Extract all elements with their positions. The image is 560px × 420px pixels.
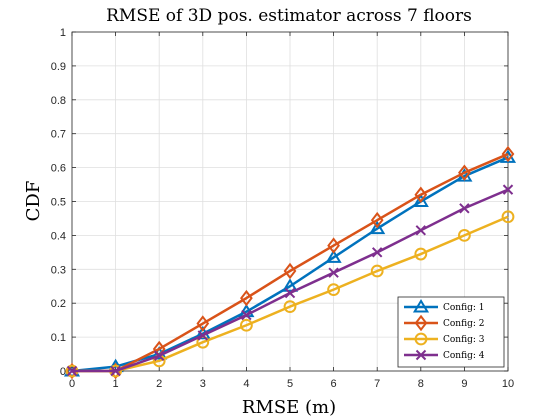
data-point (284, 287, 296, 299)
legend-label: Config: 2 (443, 319, 484, 329)
data-point (458, 164, 471, 181)
series-line (71, 156, 509, 373)
series-group (63, 145, 517, 380)
axis-ticks: 0 1 2 3 4 5 6 7 8 9 10 0 0.1 0.2 0.3 0.4 0.5 0.6 0.7 0.8 0.9… (51, 27, 514, 390)
x-tick-label: 5 (287, 378, 293, 390)
x-tick-label: 9 (461, 378, 467, 390)
y-tick-label: 0.2 (51, 298, 66, 310)
data-point (459, 203, 470, 214)
data-point (281, 278, 299, 292)
y-tick-label: 0.4 (51, 230, 66, 242)
data-point (458, 229, 471, 242)
legend-label: Config: 3 (443, 335, 485, 345)
data-point (327, 237, 340, 254)
data-point (240, 289, 253, 307)
series-line (72, 152, 509, 373)
data-point (414, 186, 428, 203)
data-point (153, 350, 165, 361)
data-point (328, 267, 339, 278)
x-tick-label: 4 (243, 378, 249, 390)
data-point (412, 193, 429, 207)
y-tick-label: 0.1 (51, 332, 66, 344)
data-point (66, 365, 78, 377)
data-point (502, 184, 514, 195)
legend-item: Config: 4 (404, 349, 485, 361)
x-tick-label: 2 (156, 378, 162, 390)
data-point (501, 210, 515, 224)
y-tick-label: 0.5 (51, 197, 66, 209)
legend-item: Config: 1 (404, 299, 484, 313)
series-line (72, 215, 509, 373)
data-point (415, 225, 427, 236)
y-tick-label: 0.7 (51, 129, 66, 141)
y-tick-label: 0.8 (51, 95, 66, 107)
y-tick-label: 0.6 (51, 163, 66, 175)
legend-label: Config: 4 (443, 351, 485, 361)
x-tick-label: 6 (331, 378, 337, 390)
series-4 (66, 184, 514, 377)
data-point (414, 247, 428, 261)
data-point (283, 300, 297, 313)
data-point (240, 318, 253, 332)
data-point (370, 211, 384, 229)
chart-title: RMSE of 3D pos. estimator across 7 floor… (106, 6, 472, 26)
data-point (196, 315, 210, 332)
y-tick-label: 0.9 (51, 61, 66, 73)
data-point (501, 145, 515, 163)
y-axis-label: CDF (23, 181, 44, 222)
x-axis-label: RMSE (m) (242, 397, 336, 418)
x-tick-label: 0 (69, 378, 75, 390)
data-point (370, 264, 384, 278)
legend-marker (414, 314, 428, 332)
legend: Config: 1 Config: 2 Config: 3 Config: 4 (397, 296, 505, 368)
y-tick-label: 1 (60, 27, 66, 39)
y-tick-label: 0 (60, 366, 66, 378)
data-point (371, 247, 383, 258)
x-tick-label: 1 (113, 378, 119, 390)
data-point (241, 309, 252, 321)
x-tick-label: 7 (374, 378, 380, 390)
legend-marker (412, 299, 430, 313)
data-point (197, 330, 209, 341)
legend-marker (415, 349, 427, 361)
x-tick-label: 10 (502, 378, 514, 390)
x-tick-label: 8 (418, 378, 424, 390)
data-point (325, 249, 342, 263)
y-tick-label: 0.3 (51, 264, 66, 276)
legend-marker (414, 332, 428, 346)
data-point (327, 283, 341, 297)
x-tick-label: 3 (200, 378, 206, 390)
legend-item: Config: 3 (404, 332, 485, 346)
data-point (110, 365, 121, 377)
legend-item: Config: 2 (404, 314, 484, 332)
data-point (283, 262, 297, 280)
legend-label: Config: 1 (443, 303, 484, 313)
data-point (369, 220, 386, 235)
series-2 (65, 145, 515, 380)
